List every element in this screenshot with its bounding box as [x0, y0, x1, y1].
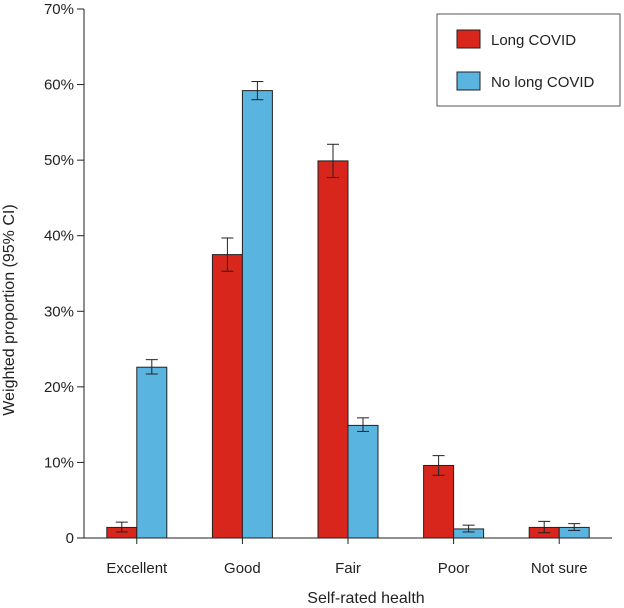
y-tick-label: 50%	[44, 152, 74, 169]
bar-long-covid	[317, 160, 349, 539]
y-axis: 0 10% 20% 30% 40% 50% 60% 70%	[44, 1, 85, 547]
bar-long-covid	[211, 254, 243, 539]
y-tick-label: 70%	[44, 1, 74, 18]
x-axis: Excellent Good Fair Poor Not sure	[84, 537, 612, 577]
x-tick-label: Poor	[438, 560, 470, 577]
y-axis-title: Weighted proportion (95% CI)	[1, 204, 18, 415]
x-tick-label: Excellent	[106, 560, 168, 577]
error-bars	[115, 81, 581, 534]
y-tick-label: 40%	[44, 228, 74, 245]
y-tick-label: 20%	[44, 379, 74, 396]
bar-no-long-covid	[347, 424, 379, 539]
x-tick-label: Good	[224, 560, 261, 577]
y-tick-label: 10%	[44, 454, 74, 471]
legend-swatch-long-covid	[456, 29, 481, 49]
bar-no-long-covid	[241, 90, 273, 539]
bar-no-long-covid	[136, 366, 168, 539]
legend-swatch-no-long-covid	[456, 71, 481, 91]
legend: Long COVID No long COVID	[436, 13, 621, 107]
bars	[106, 90, 590, 539]
y-tick-label: 60%	[44, 77, 74, 94]
x-axis-title: Self-rated health	[307, 590, 424, 607]
legend-label-no-long-covid: No long COVID	[491, 74, 595, 91]
y-tick-label: 0	[66, 530, 74, 547]
x-tick-label: Not sure	[531, 560, 588, 577]
legend-label-long-covid: Long COVID	[491, 32, 576, 49]
legend-box	[436, 13, 621, 107]
bar-long-covid	[423, 464, 455, 539]
y-tick-label: 30%	[44, 303, 74, 320]
x-tick-label: Fair	[335, 560, 361, 577]
